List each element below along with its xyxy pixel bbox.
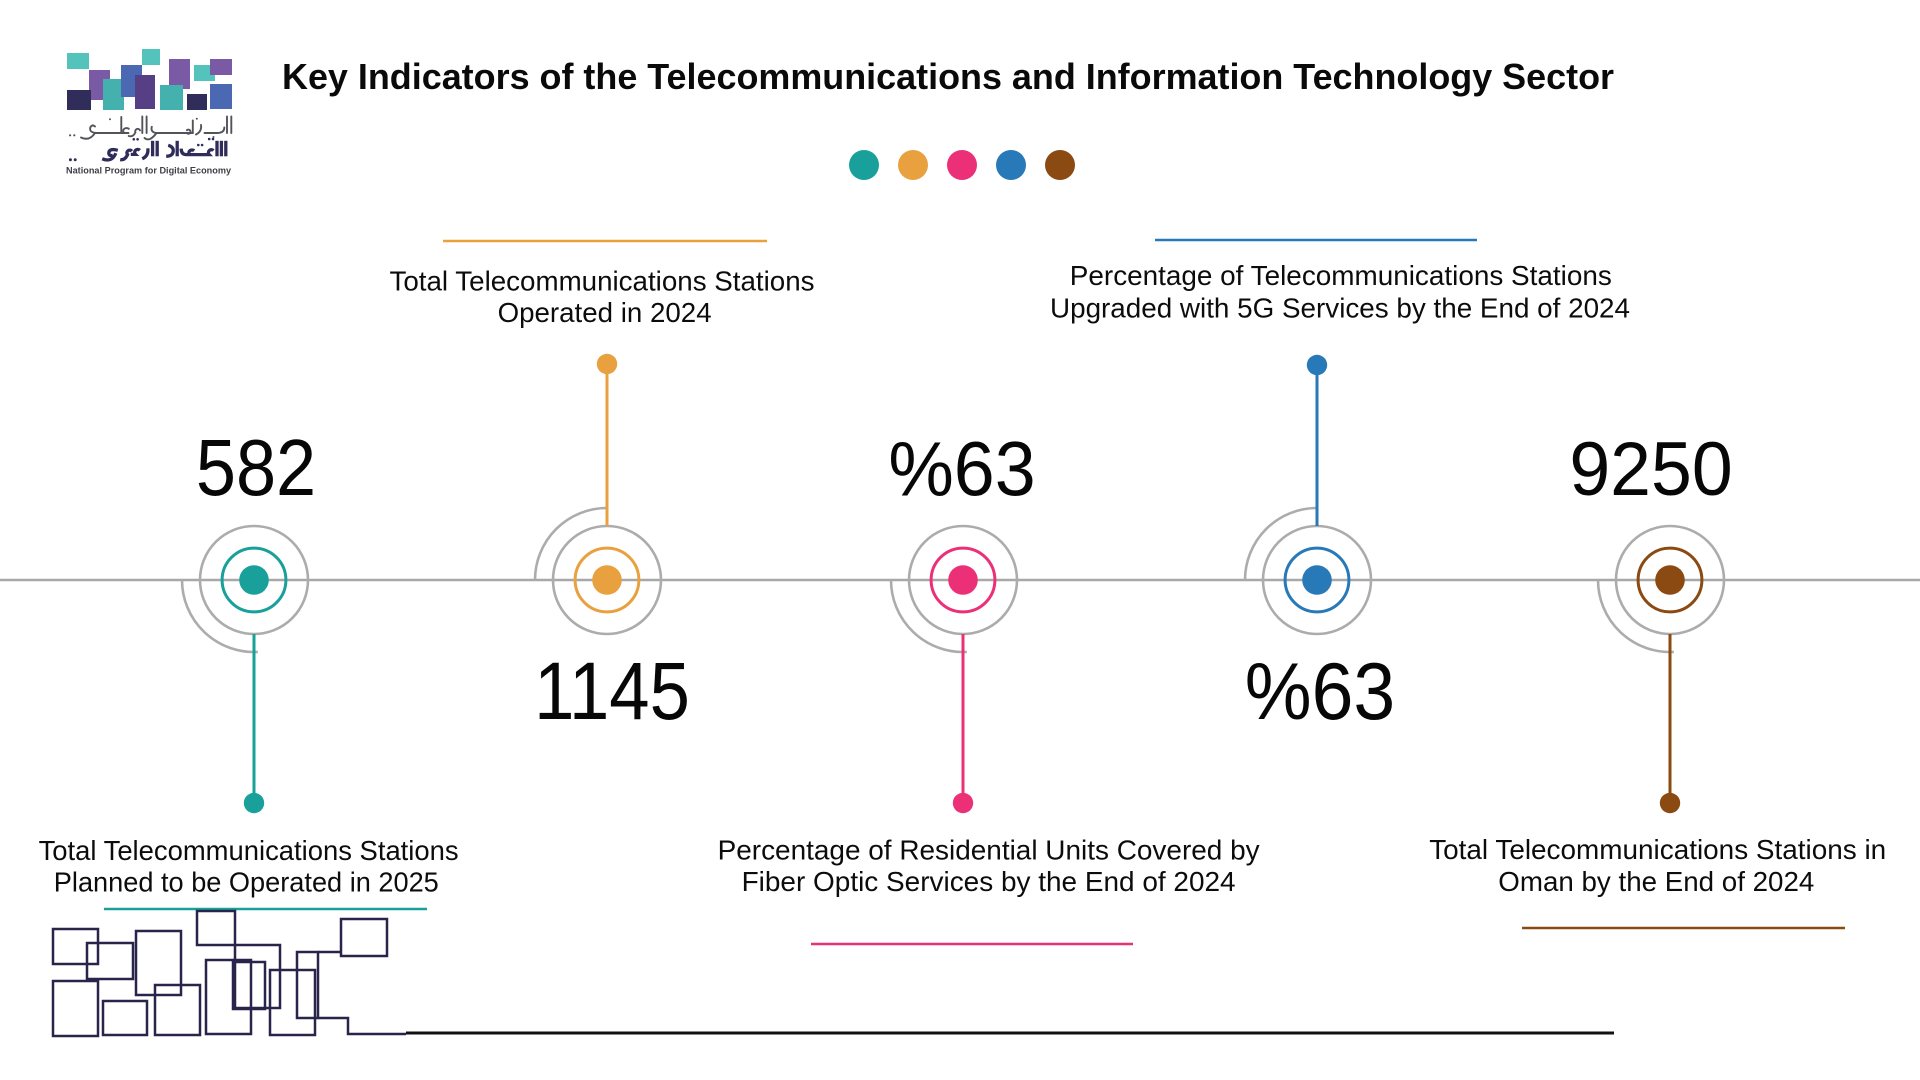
svg-text:9250: 9250 — [1569, 426, 1732, 512]
svg-text:Fiber Optic Services by the En: Fiber Optic Services by the End of 2024 — [742, 866, 1236, 897]
svg-text:Operated in 2024: Operated in 2024 — [498, 297, 712, 328]
svg-text:Oman by the End of 2024: Oman by the End of 2024 — [1498, 866, 1814, 897]
svg-text:Percentage of Residential Unit: Percentage of Residential Units Covered … — [718, 834, 1260, 865]
svg-text:Upgraded with 5G Services by t: Upgraded with 5G Services by the End of … — [1050, 292, 1630, 323]
svg-text:Total Telecommunications Stati: Total Telecommunications Stations — [39, 835, 459, 866]
svg-text:%63: %63 — [888, 426, 1035, 512]
svg-text:%63: %63 — [1245, 645, 1395, 736]
svg-text:Percentage of Telecommunicatio: Percentage of Telecommunications Station… — [1070, 260, 1612, 291]
svg-text:Planned to be Operated in 2025: Planned to be Operated in 2025 — [54, 867, 439, 898]
svg-text:Total Telecommunications Stati: Total Telecommunications Stations in — [1429, 834, 1886, 865]
svg-text:1145: 1145 — [534, 646, 690, 737]
svg-text:Key Indicators of the Telecomm: Key Indicators of the Telecommunications… — [282, 56, 1614, 97]
svg-text:National Program for Digital E: National Program for Digital Economy — [66, 165, 232, 175]
svg-text:582: 582 — [196, 424, 316, 513]
svg-text:Total Telecommunications Stati: Total Telecommunications Stations — [390, 265, 815, 296]
